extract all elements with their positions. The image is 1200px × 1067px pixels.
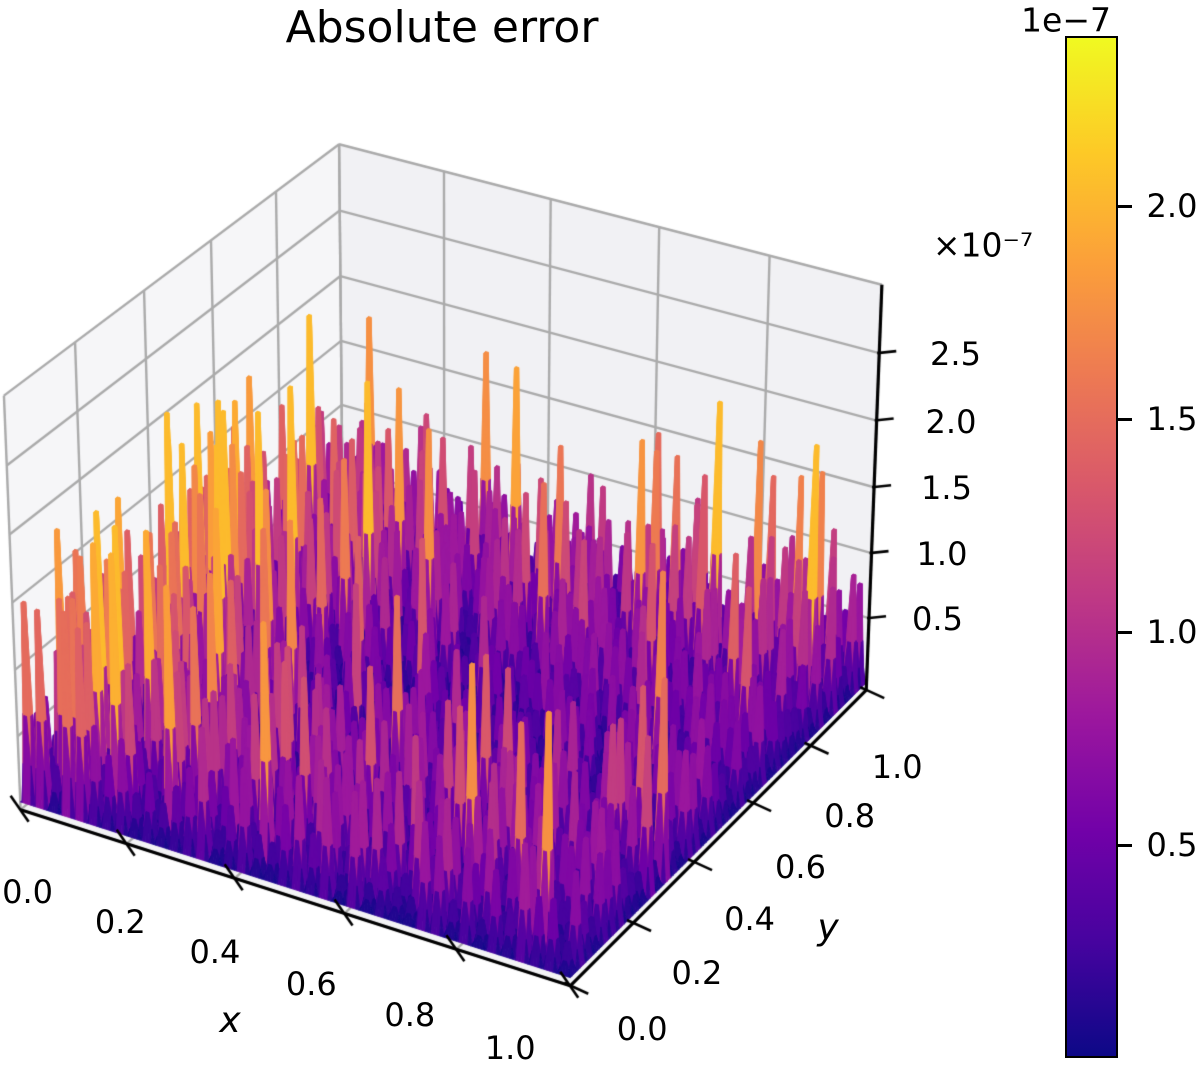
z-axis-offset-label: ×10⁻⁷ [932,225,1034,265]
y-tick-label: 0.0 [616,1009,668,1048]
x-axis-label: x [219,1000,241,1041]
figure-title: Absolute error [285,2,599,53]
y-axis-label: y [817,907,839,948]
x-tick-label: 0.4 [189,933,241,972]
x-tick-label: 0.6 [285,964,337,1003]
x-tick-label: 0.2 [94,902,146,941]
colorbar-tick-label: 1.5 [1146,400,1198,439]
x-tick-label: 1.0 [484,1028,536,1067]
y-tick-label: 0.2 [671,953,723,992]
x-tick-label: 0.0 [2,872,54,911]
colorbar [1065,36,1118,1058]
y-tick-label: 0.6 [775,847,826,886]
colorbar-tick-label: 0.5 [1146,826,1198,865]
z-tick-label: 2.0 [925,402,977,441]
z-tick-label: 0.5 [912,600,963,639]
surface-plot-canvas [0,0,1010,1065]
colorbar-tick-label: 1.0 [1146,613,1198,652]
colorbar-tick-mark [1118,843,1132,847]
colorbar-offset-label: 1e−7 [1021,0,1111,40]
y-tick-label: 1.0 [871,748,923,787]
z-tick-label: 1.0 [916,535,968,574]
x-tick-label: 0.8 [384,996,436,1035]
colorbar-tick-mark [1118,630,1132,634]
colorbar-tick-mark [1118,204,1132,208]
z-tick-label: 2.5 [930,335,981,374]
z-tick-label: 1.5 [921,469,972,508]
colorbar-tick-mark [1118,417,1132,421]
y-tick-label: 0.4 [724,899,776,938]
y-tick-label: 0.8 [824,797,876,835]
colorbar-tick-label: 2.0 [1146,187,1198,226]
